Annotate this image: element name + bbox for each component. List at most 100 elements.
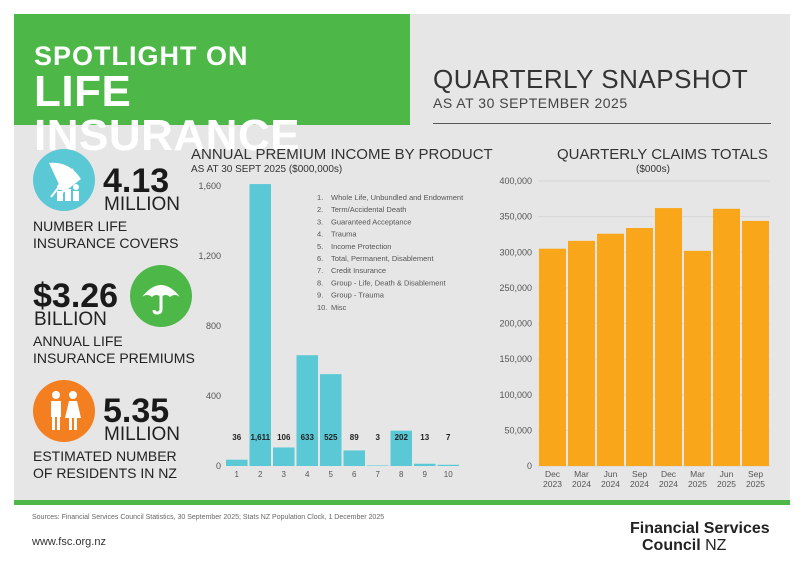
x-tick-label: Jun bbox=[720, 469, 734, 479]
legend-item: Trauma bbox=[331, 230, 357, 239]
title-line1: SPOTLIGHT ON bbox=[34, 41, 249, 71]
covers-unit: MILLION bbox=[104, 194, 181, 215]
bar bbox=[273, 447, 295, 466]
bar bbox=[367, 465, 389, 466]
data-label: 3 bbox=[376, 433, 381, 442]
x-tick-label: 2 bbox=[258, 470, 263, 479]
data-label: 36 bbox=[232, 433, 241, 442]
legend-number: 10. bbox=[317, 303, 327, 312]
residents-unit: MILLION bbox=[104, 424, 181, 445]
y-tick-label: 1,600 bbox=[198, 181, 221, 191]
header-rule bbox=[433, 123, 771, 124]
legend-number: 4. bbox=[317, 230, 323, 239]
y-tick-label: 150,000 bbox=[499, 354, 532, 364]
data-label: 633 bbox=[301, 433, 315, 442]
data-label: 525 bbox=[324, 433, 338, 442]
logo-nz: NZ bbox=[700, 537, 727, 554]
premium-chart: 04008001,2001,6003611,611210636334525589… bbox=[198, 181, 464, 479]
website-link[interactable]: www.fsc.org.nz bbox=[32, 536, 106, 548]
title-banner: SPOTLIGHT ON LIFE INSURANCE bbox=[14, 14, 410, 158]
x-tick-label: 1 bbox=[235, 470, 240, 479]
claims-chart-title: QUARTERLY CLAIMS TOTALS bbox=[557, 146, 768, 163]
legend-item: Income Protection bbox=[331, 242, 391, 251]
x-tick-label: 5 bbox=[329, 470, 334, 479]
logo-line2: Council NZ bbox=[630, 537, 770, 554]
bar bbox=[742, 220, 769, 466]
claims-chart: 0 50,000 100,000 150,000 200,000 250,000 300,0… bbox=[499, 176, 770, 489]
residents-value: 5.35 bbox=[103, 392, 170, 430]
x-tick-label: Sep bbox=[748, 469, 763, 479]
as-at-date: AS AT 30 SEPTEMBER 2025 bbox=[433, 95, 628, 111]
bar bbox=[539, 248, 566, 466]
data-label: 13 bbox=[420, 433, 429, 442]
logo-line1: Financial Services bbox=[630, 520, 770, 537]
x-tick-label: 2024 bbox=[572, 479, 591, 489]
bar bbox=[226, 459, 248, 466]
premiums-value: $3.26 bbox=[33, 277, 119, 315]
people-icon bbox=[33, 380, 95, 442]
legend-item: Misc bbox=[331, 303, 347, 312]
bar bbox=[249, 184, 271, 466]
legend-number: 3. bbox=[317, 217, 323, 226]
data-label: 1,611 bbox=[250, 433, 270, 442]
x-tick-label: 6 bbox=[352, 470, 357, 479]
x-tick-label: 7 bbox=[376, 470, 381, 479]
legend-item: Term/Accidental Death bbox=[331, 205, 406, 214]
bar bbox=[296, 355, 318, 466]
premiums-label-1: ANNUAL LIFE bbox=[33, 333, 123, 349]
x-tick-label: 9 bbox=[423, 470, 428, 479]
legend-number: 5. bbox=[317, 242, 323, 251]
x-tick-label: 2024 bbox=[630, 479, 649, 489]
data-label: 7 bbox=[446, 433, 451, 442]
y-tick-label: 400 bbox=[206, 391, 221, 401]
y-tick-label: 250,000 bbox=[499, 283, 532, 293]
claims-chart-subtitle: ($000s) bbox=[636, 164, 670, 175]
legend-number: 7. bbox=[317, 266, 323, 275]
umbrella-icon bbox=[130, 265, 192, 327]
snapshot-title: QUARTERLY SNAPSHOT bbox=[433, 64, 749, 94]
legend-item: Total, Permanent, Disablement bbox=[331, 254, 434, 263]
covers-label-1: NUMBER LIFE bbox=[33, 218, 128, 234]
y-tick-label: 350,000 bbox=[499, 212, 532, 222]
data-label: 202 bbox=[395, 433, 409, 442]
legend-item: Group - Trauma bbox=[331, 291, 385, 300]
fsc-logo: Financial Services Council NZ bbox=[630, 520, 770, 554]
data-label: 89 bbox=[350, 433, 359, 442]
divider bbox=[14, 500, 790, 505]
legend-number: 2. bbox=[317, 205, 323, 214]
legend-number: 6. bbox=[317, 254, 323, 263]
x-tick-label: 4 bbox=[305, 470, 310, 479]
x-tick-label: 10 bbox=[444, 470, 453, 479]
y-tick-label: 0 bbox=[527, 461, 532, 471]
x-tick-label: Sep bbox=[632, 469, 647, 479]
bar bbox=[437, 464, 459, 466]
covers-label-2: INSURANCE COVERS bbox=[33, 235, 179, 251]
covers-label: NUMBER LIFE INSURANCE COVERS bbox=[33, 218, 203, 252]
premium-chart-subtitle: AS AT 30 SEPT 2025 ($000,000s) bbox=[191, 164, 343, 175]
x-tick-label: Mar bbox=[574, 469, 589, 479]
bar bbox=[320, 374, 342, 466]
x-tick-label: Mar bbox=[690, 469, 705, 479]
premium-chart-title: ANNUAL PREMIUM INCOME BY PRODUCT bbox=[191, 146, 493, 163]
premiums-unit: BILLION bbox=[34, 309, 107, 330]
sources-note: Sources: Financial Services Council Stat… bbox=[32, 514, 385, 521]
legend-number: 9. bbox=[317, 291, 323, 300]
x-tick-label: 2025 bbox=[746, 479, 765, 489]
y-tick-label: 300,000 bbox=[499, 247, 532, 257]
premiums-label-2: INSURANCE PREMIUMS bbox=[33, 350, 195, 366]
legend-number: 1. bbox=[317, 193, 323, 202]
y-tick-label: 0 bbox=[216, 461, 221, 471]
legend-item: Guaranteed Acceptance bbox=[331, 217, 411, 226]
x-tick-label: 2025 bbox=[717, 479, 736, 489]
logo-council: Council bbox=[642, 537, 701, 554]
x-tick-label: 2025 bbox=[688, 479, 707, 489]
bar bbox=[713, 208, 740, 466]
bar bbox=[597, 233, 624, 466]
residents-label-2: OF RESIDENTS IN NZ bbox=[33, 465, 177, 481]
x-tick-label: Dec bbox=[545, 469, 561, 479]
bar bbox=[655, 208, 682, 466]
legend-item: Credit Insurance bbox=[331, 266, 386, 275]
x-tick-label: 3 bbox=[282, 470, 287, 479]
x-tick-label: Jun bbox=[604, 469, 618, 479]
y-tick-label: 50,000 bbox=[504, 425, 532, 435]
